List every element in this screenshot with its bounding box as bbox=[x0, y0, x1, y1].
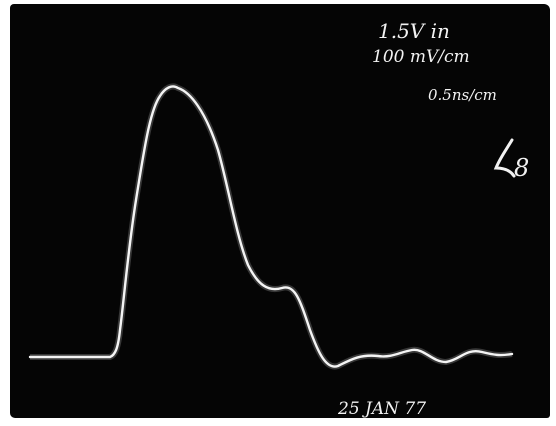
waveform-trace bbox=[28, 85, 514, 368]
annotation-voltage-input: 1.5V in bbox=[378, 19, 450, 43]
annotation-scribble bbox=[493, 138, 516, 178]
annotation-time-scale: 0.5ns/cm bbox=[428, 86, 497, 104]
waveform-trace-glow bbox=[30, 83, 513, 370]
annotation-number: 8 bbox=[514, 154, 529, 182]
oscilloscope-screen bbox=[10, 4, 550, 418]
annotation-date: 25 JAN 77 bbox=[337, 399, 426, 419]
annotation-vertical-scale: 100 mV/cm bbox=[372, 47, 470, 67]
